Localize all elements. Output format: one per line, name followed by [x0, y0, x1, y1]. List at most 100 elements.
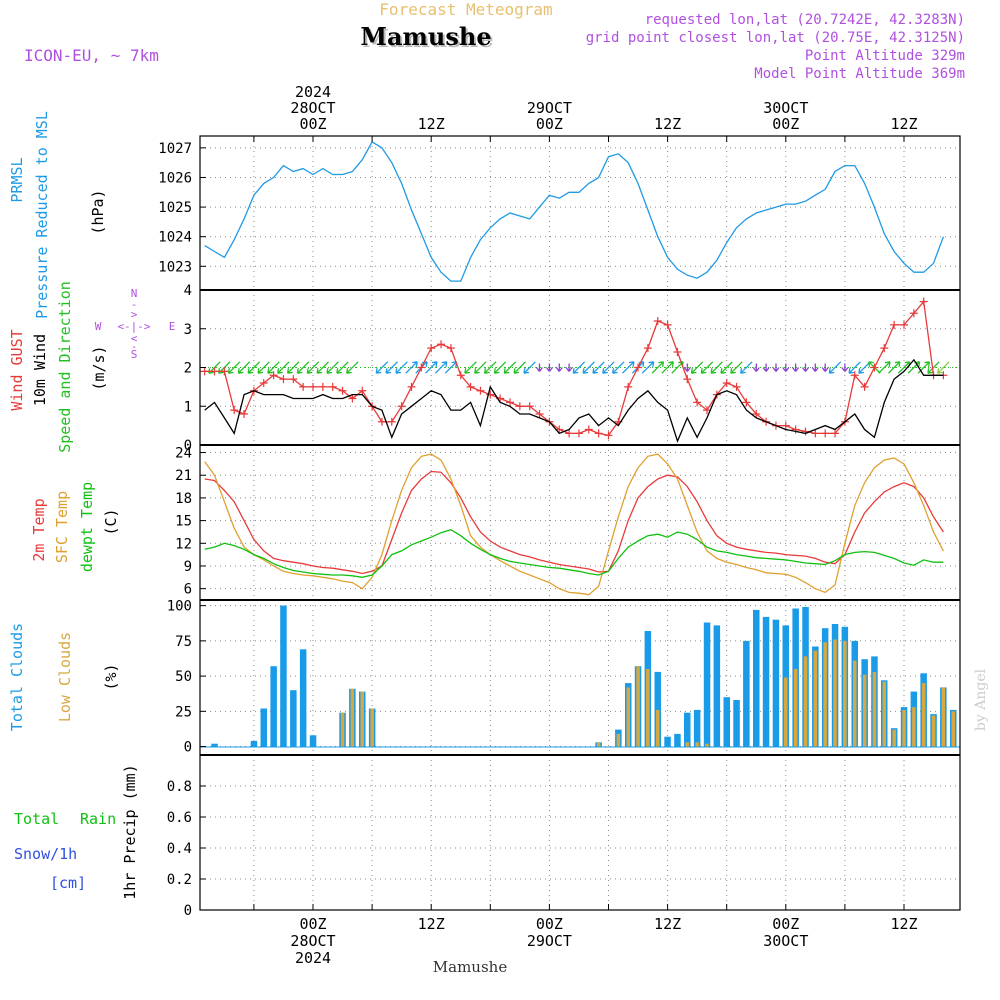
gust-marker [466, 382, 475, 391]
gust-marker [683, 375, 692, 384]
gust-marker [781, 421, 790, 430]
pressure-series [204, 140, 945, 282]
gust-marker [525, 402, 534, 411]
top-time-label: 00Z [299, 115, 326, 133]
gust-marker [653, 317, 662, 325]
dew-line [204, 528, 944, 578]
wind-10m-label: 10m Wind [31, 334, 49, 406]
gust-marker [860, 382, 869, 391]
wind-arrow [792, 363, 800, 372]
cloud_low-bar [921, 683, 926, 747]
bottom-time-label: 2024 [295, 949, 331, 967]
gust-marker [752, 410, 761, 418]
cloud_low-bar [912, 707, 916, 747]
cloud_total-bar [290, 690, 297, 747]
wind-arrow [555, 363, 563, 372]
y-tick-label: 18 [175, 491, 192, 507]
gust-marker [377, 417, 386, 426]
gust-marker [309, 382, 317, 391]
gust-marker [663, 320, 672, 329]
cloud_total-bar [762, 616, 770, 747]
temperature-series [204, 453, 944, 596]
bottom-time-label: 12Z [418, 915, 445, 933]
wind-arrow [782, 363, 790, 372]
gust-marker [269, 371, 278, 380]
gust-marker [624, 382, 633, 391]
precip-grid [200, 755, 960, 910]
y-tick-label: 6 [184, 582, 192, 598]
pressure-panel: 1023 1024 1025 1026 1027 PRMSL Pressure Redu… [8, 111, 960, 319]
dewpoint-label: dewpt Temp [78, 482, 96, 572]
clouds-y-ticks: 0 25 50 75 100 [167, 599, 206, 756]
wind-arrow [752, 363, 760, 372]
gust-marker [230, 406, 239, 415]
y-tick-label: 4 [184, 283, 192, 299]
wind-arrow [612, 361, 625, 374]
gust-marker [358, 386, 367, 395]
wind-arrow [888, 361, 901, 374]
wind-arrow [841, 363, 849, 372]
wind-arrow [336, 361, 349, 374]
cloud_low-bar [705, 743, 709, 747]
y-tick-label: 50 [175, 669, 192, 685]
prmsl-label: PRMSL [8, 157, 26, 202]
precip-snow-unit: [cm] [50, 874, 86, 892]
gust-marker [200, 367, 209, 376]
temperature-unit: (C) [102, 508, 120, 535]
chart-subtitle: Forecast Meteogram [379, 0, 552, 19]
gust-marker [584, 425, 593, 434]
cloud_total-bar [684, 712, 691, 747]
top-time-label: 12Z [654, 115, 681, 133]
location-title-shadow: Mamushe [362, 24, 493, 53]
cloud_low-bar [596, 742, 601, 747]
cloud_total-bar [703, 622, 711, 747]
y-tick-label: 1027 [158, 141, 192, 157]
requested-coordinates: requested lon,lat (20.7242E, 42.3283N) [645, 12, 965, 28]
cloud_low-bar [931, 715, 936, 747]
cloud_low-bar [941, 687, 946, 747]
cloud_total-bar [260, 708, 267, 747]
bottom-time-label: 30OCT [763, 932, 808, 950]
y-tick-label: 0.2 [167, 872, 192, 888]
temperature-panel: 6 9 12 15 18 21 24 2m Temp SFC Temp dewpt Temp… [30, 445, 960, 600]
bottom-time-label: 00Z [299, 915, 326, 933]
gust-marker [801, 427, 810, 436]
cloud_total-bar [713, 625, 721, 747]
wind-arrow [277, 361, 290, 374]
cloud_low-bar [823, 642, 827, 747]
wind-arrow [720, 361, 733, 374]
y-tick-label: 15 [175, 514, 192, 530]
wind-arrow [740, 361, 753, 374]
wind-arrow [535, 363, 544, 372]
wind-arrow [503, 361, 517, 374]
wind-series [200, 297, 948, 443]
gust-marker [604, 431, 613, 440]
top-time-label: 2024 [295, 83, 331, 101]
pressure-grid [200, 136, 960, 290]
gust-marker [594, 429, 603, 438]
wind-arrow [267, 361, 280, 374]
gust-marker [338, 386, 347, 395]
wind-arrow [927, 361, 940, 374]
cloud_low-bar [626, 687, 630, 747]
gust-marker [259, 379, 268, 387]
top-time-label: 28OCT [290, 99, 335, 117]
precip-rain-label: Rain [80, 810, 116, 828]
wind-arrow [848, 361, 861, 374]
wind-line [204, 358, 944, 443]
cloud_low-bar [685, 742, 689, 747]
gust-marker [693, 398, 702, 407]
cloud_low-bar [892, 729, 896, 747]
sfc-line [204, 453, 944, 596]
wind-arrow [582, 361, 595, 374]
wind-arrow [375, 361, 389, 374]
y-tick-label: 2 [184, 361, 192, 377]
footer-location: Mamushe [433, 958, 508, 976]
top-time-label: 12Z [418, 115, 445, 133]
wind-arrow [316, 361, 329, 374]
y-tick-label: 0.8 [167, 779, 192, 795]
wind-arrow [247, 361, 261, 374]
top-time-label: 30OCT [763, 99, 808, 117]
cloud_low-bar [784, 677, 788, 747]
